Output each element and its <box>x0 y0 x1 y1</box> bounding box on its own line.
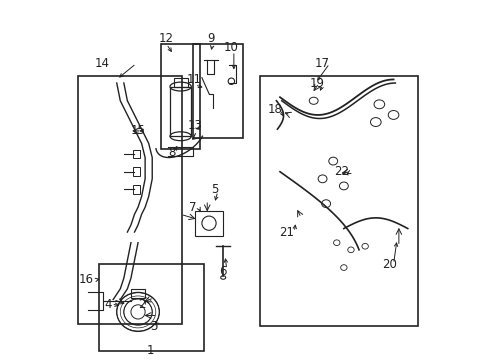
Text: 20: 20 <box>382 257 397 270</box>
Text: 1: 1 <box>146 345 154 357</box>
Text: 10: 10 <box>224 41 238 54</box>
Text: 7: 7 <box>189 201 196 214</box>
Text: 6: 6 <box>219 265 226 278</box>
Text: 8: 8 <box>168 146 175 159</box>
Text: 15: 15 <box>130 125 145 138</box>
Bar <box>170 86 191 136</box>
Text: 3: 3 <box>150 320 157 333</box>
Text: 16: 16 <box>79 274 94 287</box>
Text: 22: 22 <box>334 165 349 178</box>
Text: 4: 4 <box>104 298 111 311</box>
Text: 17: 17 <box>314 57 329 70</box>
Bar <box>131 289 145 298</box>
Text: 18: 18 <box>266 103 282 116</box>
Text: 21: 21 <box>279 226 294 239</box>
Text: 13: 13 <box>187 119 202 132</box>
Bar <box>132 185 140 194</box>
Bar <box>99 264 203 351</box>
Bar <box>173 78 187 86</box>
Bar <box>78 76 182 324</box>
Bar <box>161 44 200 149</box>
Bar <box>193 44 242 138</box>
Text: 12: 12 <box>158 32 173 45</box>
Text: 14: 14 <box>95 57 110 70</box>
Text: 19: 19 <box>309 77 324 90</box>
Text: 11: 11 <box>186 73 201 86</box>
Bar <box>132 167 140 176</box>
Text: 9: 9 <box>206 32 214 45</box>
Bar <box>260 76 418 326</box>
Bar <box>132 150 140 158</box>
Text: 2: 2 <box>138 298 145 311</box>
Bar <box>194 211 223 235</box>
Text: 5: 5 <box>210 183 218 196</box>
